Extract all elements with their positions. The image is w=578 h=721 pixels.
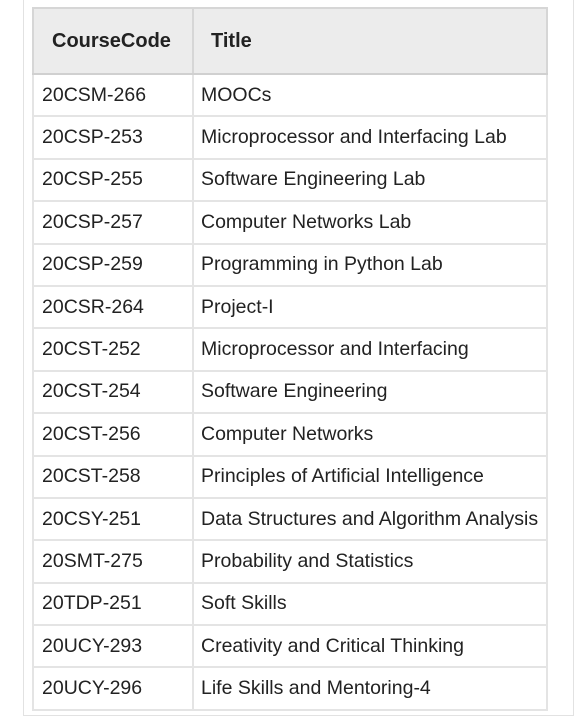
course-code-cell: 20CSR-264: [32, 284, 194, 330]
course-title-cell: Computer Networks Lab: [192, 200, 548, 245]
course-title-cell: Microprocessor and Interfacing: [192, 327, 548, 372]
course-code-cell: 20CST-254: [32, 369, 194, 415]
course-code-cell: 20CST-252: [32, 327, 194, 372]
course-code-cell: 20TDP-251: [32, 581, 194, 627]
table-header: CourseCode Title: [32, 7, 548, 75]
course-title-cell: Life Skills and Mentoring-4: [192, 666, 548, 711]
table-row: 20CST-258 Principles of Artificial Intel…: [32, 454, 548, 499]
course-code-cell: 20CST-258: [32, 454, 194, 499]
course-code-cell: 20CSP-259: [32, 242, 194, 287]
table-row: 20CSR-264 Project-I: [32, 284, 548, 330]
course-title-cell: Software Engineering: [192, 369, 548, 415]
course-code-cell: 20CSP-253: [32, 115, 194, 160]
course-title-cell: Programming in Python Lab: [192, 242, 548, 287]
column-header-course-code: CourseCode: [32, 7, 194, 75]
table-row: 20CST-254 Software Engineering: [32, 369, 548, 415]
content-frame: [23, 0, 574, 716]
table-row: 20TDP-251 Soft Skills: [32, 581, 548, 627]
course-title-cell: Software Engineering Lab: [192, 157, 548, 203]
table-row: 20CST-256 Computer Networks: [32, 412, 548, 457]
course-code-cell: 20UCY-296: [32, 666, 194, 711]
header-row: CourseCode Title: [32, 7, 548, 75]
course-code-cell: 20SMT-275: [32, 539, 194, 584]
course-title-cell: Probability and Statistics: [192, 539, 548, 584]
table-row: 20UCY-296 Life Skills and Mentoring-4: [32, 666, 548, 711]
course-title-cell: Principles of Artificial Intelligence: [192, 454, 548, 499]
table-row: 20SMT-275 Probability and Statistics: [32, 539, 548, 584]
course-title-cell: Project-I: [192, 284, 548, 330]
course-code-cell: 20CSP-257: [32, 200, 194, 245]
course-table: CourseCode Title 20CSM-266 MOOCs 20CSP-2…: [32, 7, 548, 711]
course-title-cell: Soft Skills: [192, 581, 548, 627]
course-code-cell: 20CST-256: [32, 412, 194, 457]
course-title-cell: Microprocessor and Interfacing Lab: [192, 115, 548, 160]
course-title-cell: MOOCs: [192, 72, 548, 118]
course-code-cell: 20CSP-255: [32, 157, 194, 203]
table-row: 20CSP-253 Microprocessor and Interfacing…: [32, 115, 548, 160]
table-row: 20CSP-255 Software Engineering Lab: [32, 157, 548, 203]
table-row: 20CSY-251 Data Structures and Algorithm …: [32, 496, 548, 542]
column-header-title: Title: [192, 7, 548, 75]
table-body: 20CSM-266 MOOCs 20CSP-253 Microprocessor…: [32, 72, 548, 711]
table-row: 20CSP-259 Programming in Python Lab: [32, 242, 548, 287]
course-code-cell: 20UCY-293: [32, 624, 194, 669]
course-title-cell: Creativity and Critical Thinking: [192, 624, 548, 669]
table-row: 20UCY-293 Creativity and Critical Thinki…: [32, 624, 548, 669]
course-code-cell: 20CSM-266: [32, 72, 194, 118]
table-row: 20CSM-266 MOOCs: [32, 72, 548, 118]
course-title-cell: Computer Networks: [192, 412, 548, 457]
course-code-cell: 20CSY-251: [32, 496, 194, 542]
table-row: 20CSP-257 Computer Networks Lab: [32, 200, 548, 245]
course-title-cell: Data Structures and Algorithm Analysis: [192, 496, 548, 542]
table-row: 20CST-252 Microprocessor and Interfacing: [32, 327, 548, 372]
